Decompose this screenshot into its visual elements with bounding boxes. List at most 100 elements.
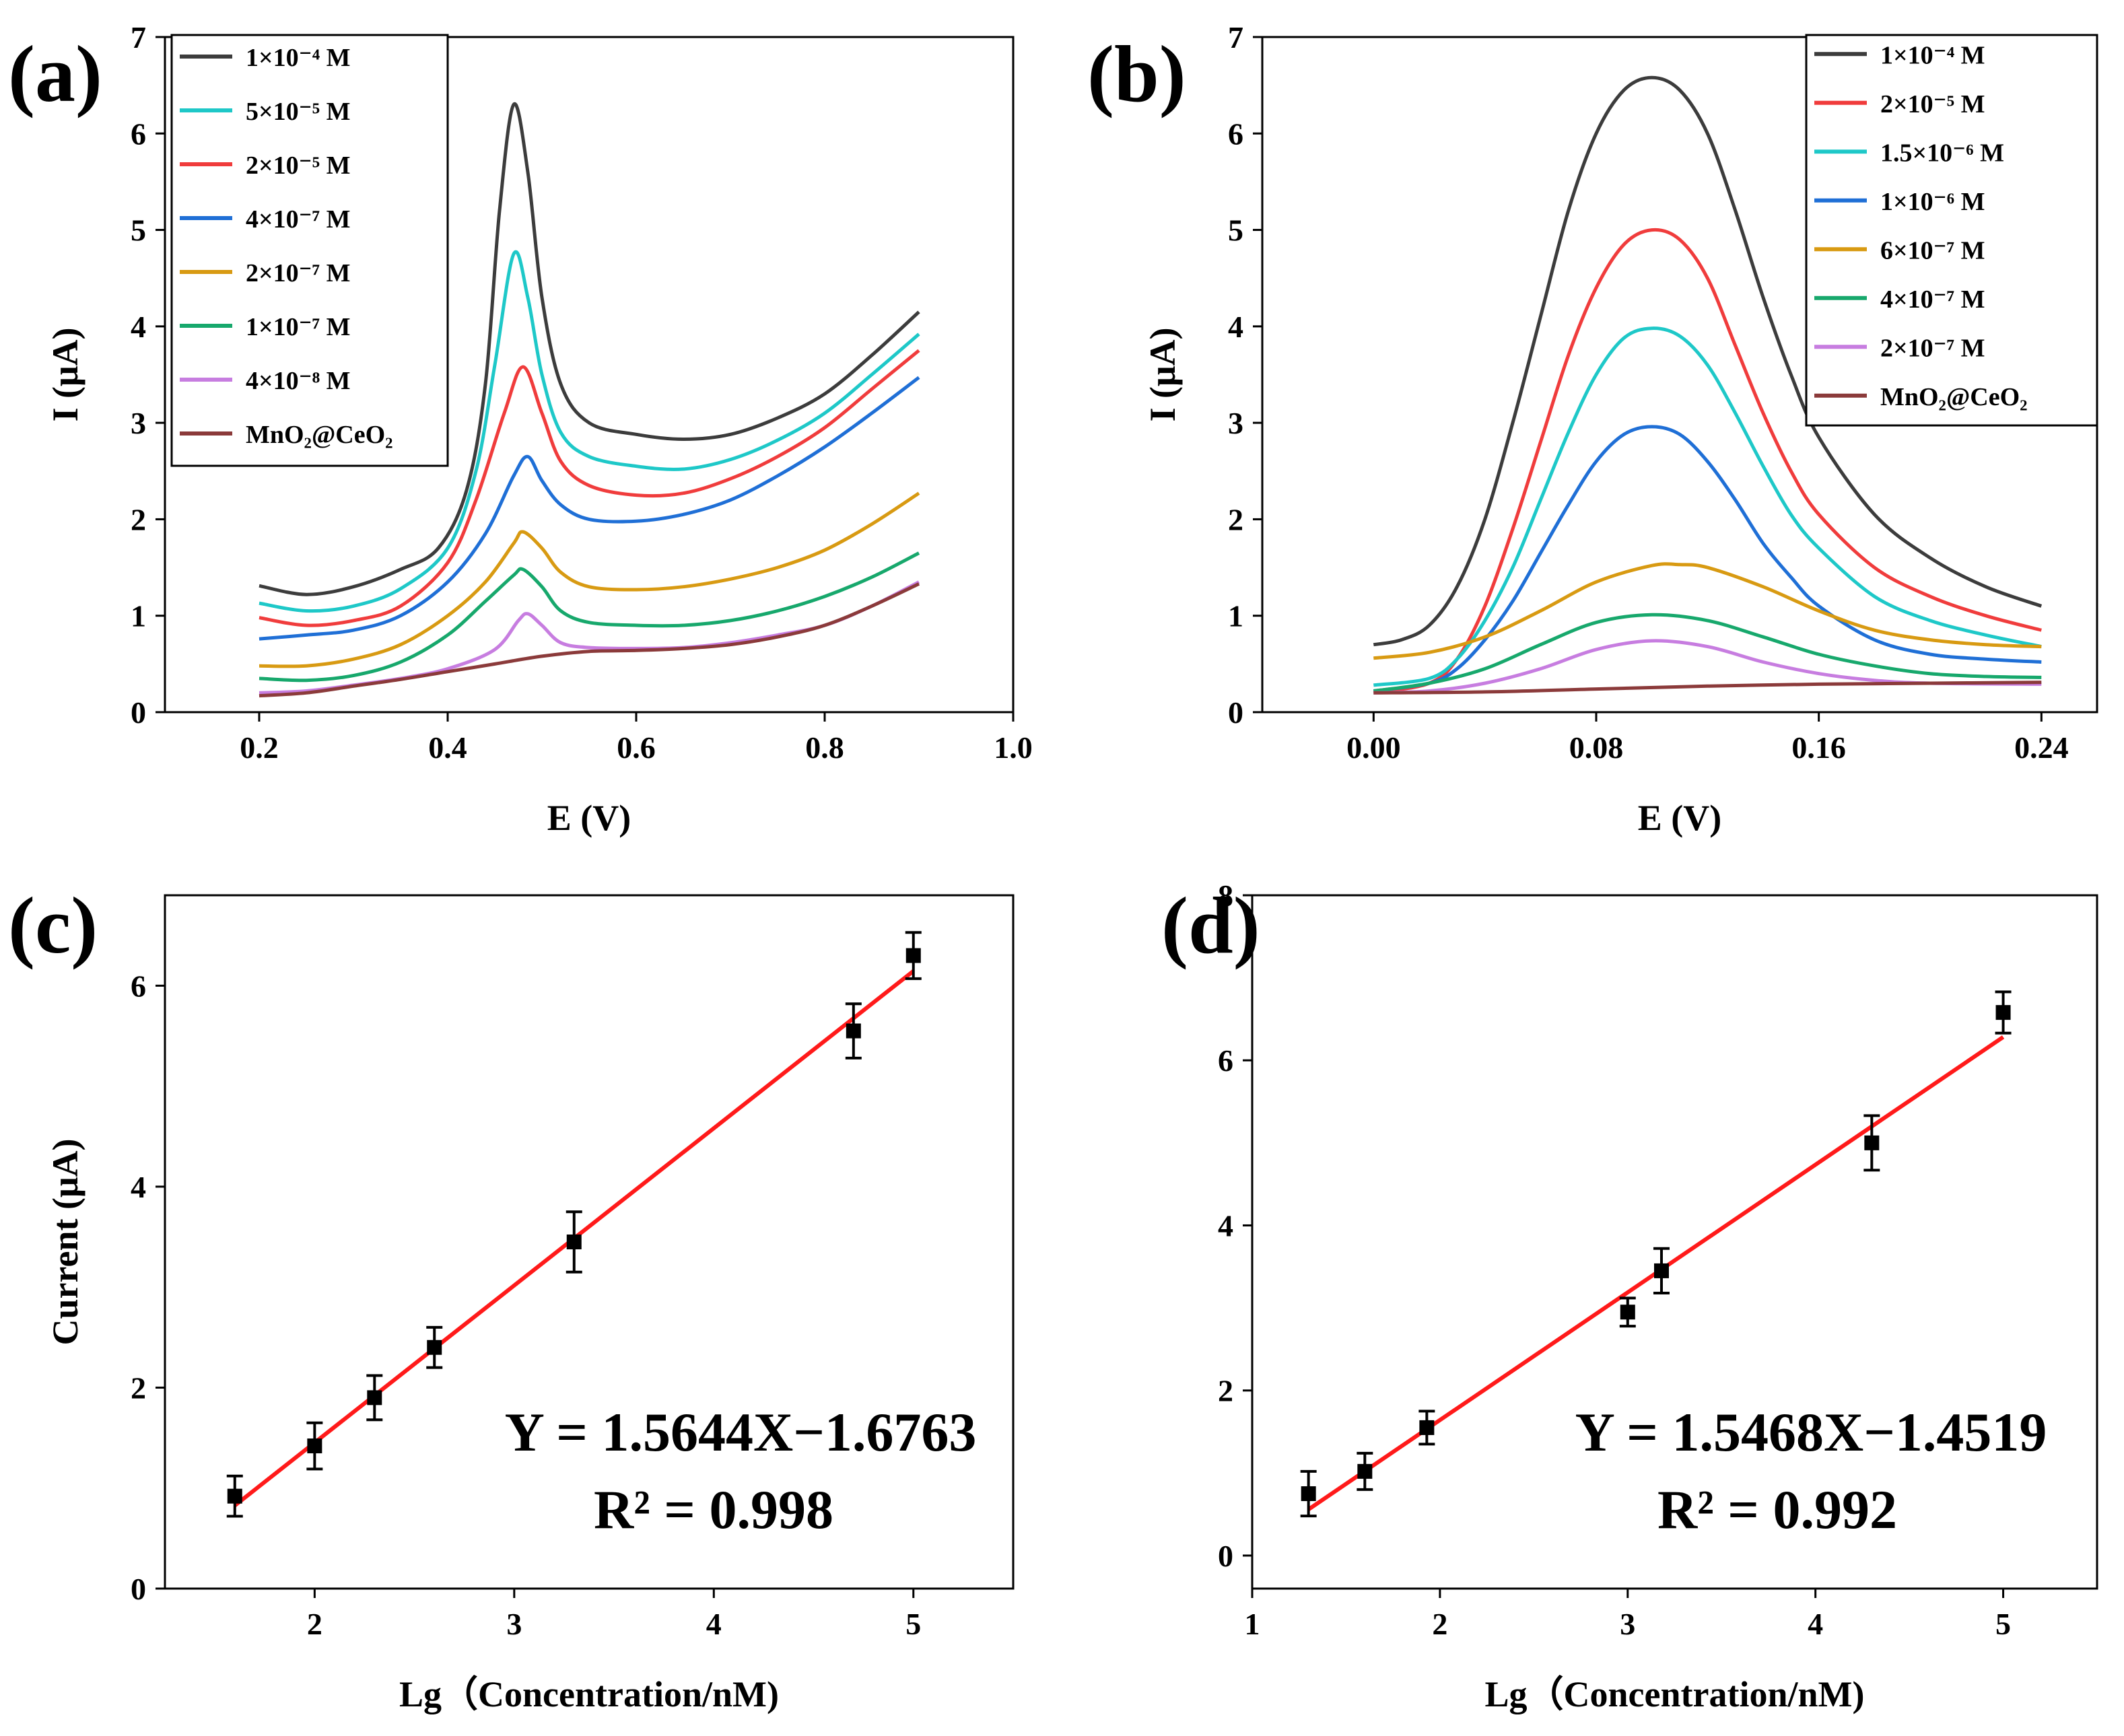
chart-b-ytick-label: 0 bbox=[1228, 695, 1243, 730]
chart-b-legend-box bbox=[1805, 34, 2098, 427]
chart-b-series-line bbox=[1373, 326, 2042, 687]
chart-d-data-point bbox=[1620, 1305, 1635, 1320]
chart-c-ylabel: Current (μA) bbox=[45, 1138, 85, 1345]
chart-b-legend-label: 1×10⁻⁴ M bbox=[1880, 41, 1985, 69]
chart-b-legend-label: 1×10⁻⁶ M bbox=[1880, 188, 1985, 216]
chart-c-xtick-label: 4 bbox=[706, 1607, 722, 1641]
chart-d-ytick-label: 8 bbox=[1218, 878, 1233, 913]
chart-d-frame bbox=[1251, 894, 2098, 1590]
chart-a-legend-label: MnO₂@CeO₂ bbox=[246, 421, 393, 449]
chart-c-data-point bbox=[846, 1023, 861, 1039]
chart-b-ytick-label: 2 bbox=[1228, 502, 1243, 536]
chart-b-series-line bbox=[1373, 562, 2042, 660]
chart-d-ytick-label: 0 bbox=[1218, 1539, 1233, 1573]
chart-b-legend-label: MnO₂@CeO₂ bbox=[1880, 383, 2028, 411]
chart-b-series-line bbox=[1373, 425, 2042, 693]
chart-d-ytick-label: 2 bbox=[1218, 1374, 1233, 1408]
panel-b-label: (b) bbox=[1087, 29, 1186, 118]
chart-c-xtick-label: 5 bbox=[905, 1607, 921, 1641]
chart-a-series-line bbox=[259, 349, 920, 627]
chart-b-series-line bbox=[1373, 639, 2042, 695]
chart-a-ytick-label: 2 bbox=[131, 502, 146, 536]
panel-d-label: (d) bbox=[1161, 880, 1260, 970]
chart-a-ytick-label: 6 bbox=[131, 116, 146, 151]
chart-c-ytick-label: 0 bbox=[131, 1572, 146, 1606]
chart-a-legend-label: 4×10⁻⁷ M bbox=[246, 205, 350, 234]
chart-b-series-line bbox=[1373, 75, 2043, 647]
chart-b-xtick-label: 0.08 bbox=[1569, 730, 1624, 765]
chart-a-frame bbox=[164, 36, 1015, 714]
chart-a: 0.2 0.4 0.6 0.8 1.0 0 1 2 3 4 5 6 7 E (V) I (μA) 1×10⁻⁴… bbox=[45, 20, 1033, 838]
chart-b-ylabel: I (μA) bbox=[1142, 327, 1183, 421]
chart-b-series-line bbox=[1373, 228, 2042, 695]
chart-a-xlabel: E (V) bbox=[547, 798, 631, 838]
chart-c-xtick-label: 3 bbox=[506, 1607, 522, 1641]
chart-a-legend-label: 4×10⁻⁸ M bbox=[246, 367, 350, 395]
chart-c-ytick-label: 2 bbox=[131, 1370, 146, 1405]
chart-b-xlabel: E (V) bbox=[1638, 798, 1721, 838]
chart-c-equation: Y = 1.5644X−1.6763 bbox=[505, 1401, 977, 1463]
chart-c-data-point bbox=[227, 1488, 242, 1504]
chart-d-data-point bbox=[1419, 1420, 1435, 1435]
chart-c-frame bbox=[164, 894, 1015, 1590]
chart-d-data-point bbox=[1653, 1263, 1669, 1278]
chart-c-data-point bbox=[427, 1340, 442, 1355]
chart-d-data-point bbox=[1864, 1135, 1880, 1150]
chart-d-xtick-label: 4 bbox=[1808, 1607, 1823, 1641]
chart-b-legend-label: 6×10⁻⁷ M bbox=[1880, 236, 1985, 265]
chart-b-legend-label: 2×10⁻⁷ M bbox=[1880, 334, 1985, 362]
chart-a-legend-label: 1×10⁻⁷ M bbox=[246, 313, 350, 341]
chart-a-xtick-label: 1.0 bbox=[994, 730, 1033, 765]
chart-b-legend-label: 1.5×10⁻⁶ M bbox=[1880, 139, 2004, 167]
chart-c-ytick-label: 4 bbox=[131, 1170, 146, 1204]
chart-a-ylabel: I (μA) bbox=[45, 327, 85, 421]
chart-d-ytick-label: 4 bbox=[1218, 1208, 1233, 1243]
chart-a-xtick-label: 0.2 bbox=[240, 730, 279, 765]
chart-a-series-line bbox=[259, 551, 920, 683]
chart-c-data-point bbox=[367, 1390, 382, 1405]
chart-b-xtick-label: 0.16 bbox=[1791, 730, 1846, 765]
chart-c-xtick-label: 2 bbox=[307, 1607, 322, 1641]
chart-d-data-point bbox=[1357, 1463, 1373, 1479]
chart-d-equation: Y = 1.5468X−1.4519 bbox=[1575, 1401, 2047, 1463]
chart-b-legend-label: 4×10⁻⁷ M bbox=[1880, 285, 1985, 314]
chart-a-series-line bbox=[259, 102, 920, 596]
chart-c-data-point bbox=[307, 1438, 322, 1454]
chart-a-legend-label: 2×10⁻⁵ M bbox=[246, 151, 350, 180]
chart-a-series-line bbox=[259, 250, 920, 613]
chart-c-data-point bbox=[905, 948, 921, 963]
chart-a-legend-box bbox=[170, 34, 449, 467]
chart-b-legend-label: 2×10⁻⁵ M bbox=[1880, 90, 1985, 118]
chart-c-ytick-label: 6 bbox=[131, 969, 146, 1003]
chart-d-r2: R² = 0.992 bbox=[1657, 1479, 1897, 1540]
chart-d-xtick-label: 5 bbox=[1995, 1607, 2011, 1641]
panel-a-label: (a) bbox=[8, 29, 102, 118]
chart-a-ytick-label: 5 bbox=[131, 213, 146, 248]
chart-b-xtick-label: 0.24 bbox=[2014, 730, 2069, 765]
chart-a-series-line bbox=[259, 491, 920, 668]
chart-d-xlabel: Lg（Concentration/nM) bbox=[1485, 1674, 1865, 1714]
chart-b-ytick-label: 4 bbox=[1228, 310, 1243, 344]
chart-d: 1 2 3 4 5 0 2 4 6 8 Lg（Concentration/nM) bbox=[1218, 878, 2098, 1714]
chart-b-ytick-label: 6 bbox=[1228, 116, 1243, 151]
chart-d-xtick-label: 1 bbox=[1245, 1607, 1260, 1641]
chart-b-ytick-label: 5 bbox=[1228, 213, 1243, 248]
chart-a-ytick-label: 0 bbox=[131, 695, 146, 730]
chart-a-series-line bbox=[259, 376, 920, 641]
chart-d-xtick-label: 3 bbox=[1620, 1607, 1635, 1641]
chart-a-xtick-label: 0.4 bbox=[428, 730, 467, 765]
chart-a-xtick-label: 0.6 bbox=[617, 730, 656, 765]
chart-d-data-point bbox=[1301, 1486, 1316, 1501]
chart-a-ytick-label: 7 bbox=[131, 20, 146, 55]
chart-a-series-line bbox=[259, 582, 920, 698]
chart-b-xtick-label: 0.00 bbox=[1346, 730, 1401, 765]
chart-b-ytick-label: 1 bbox=[1228, 599, 1243, 633]
chart-b-ytick-label: 3 bbox=[1228, 406, 1243, 440]
chart-b: 0.00 0.08 0.16 0.24 0 1 2 3 4 5 6 7 E (V) I (μA) 1×10⁻… bbox=[1142, 20, 2098, 838]
chart-d-xtick-label: 2 bbox=[1432, 1607, 1447, 1641]
chart-d-data-point bbox=[1995, 1005, 2011, 1020]
chart-c-data-point bbox=[566, 1235, 582, 1249]
chart-b-series-line bbox=[1373, 613, 2042, 693]
chart-a-legend-label: 5×10⁻⁵ M bbox=[246, 98, 350, 126]
chart-c: 2 3 4 5 0 2 4 6 Lg（Concentration/nM) Current (μA) bbox=[45, 894, 1015, 1714]
